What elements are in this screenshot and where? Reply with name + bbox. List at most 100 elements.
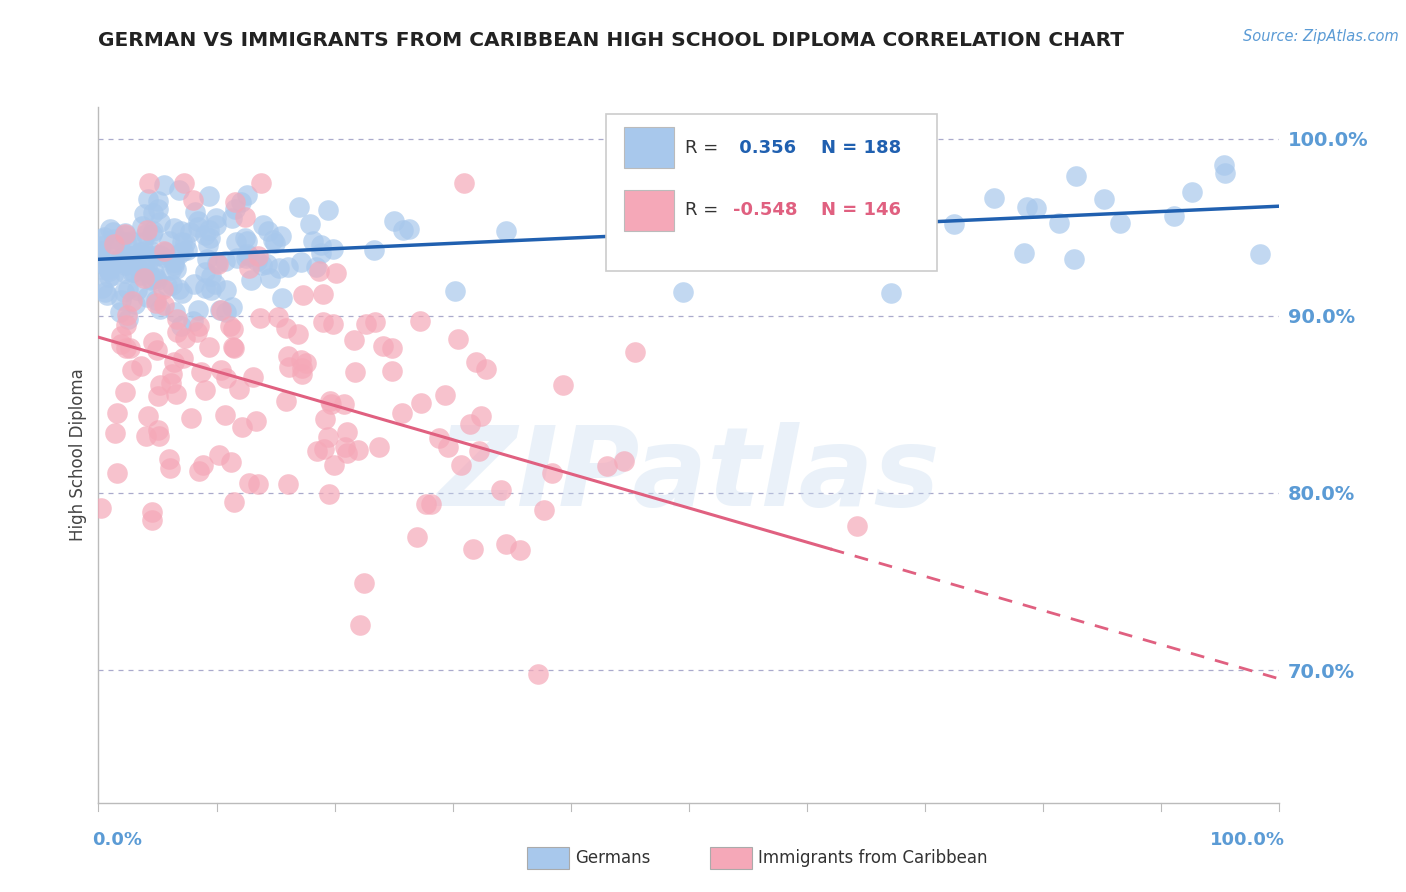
Point xyxy=(238,475,260,490)
Point xyxy=(845,519,868,533)
Point xyxy=(194,265,217,279)
Point xyxy=(277,349,299,363)
Point xyxy=(450,458,472,473)
Point xyxy=(433,388,456,402)
Point xyxy=(336,446,359,460)
Point xyxy=(495,537,517,551)
Point xyxy=(166,326,188,340)
Point xyxy=(1181,185,1204,199)
Point xyxy=(187,302,209,317)
Point xyxy=(157,234,180,248)
Point xyxy=(208,302,231,317)
Point xyxy=(179,225,201,239)
Point xyxy=(139,273,162,287)
Point xyxy=(295,356,318,370)
Point xyxy=(367,440,389,454)
Point xyxy=(267,310,290,325)
Point xyxy=(131,219,153,233)
Point xyxy=(134,265,156,279)
Point xyxy=(143,265,166,279)
Point xyxy=(437,441,460,455)
Point xyxy=(180,411,202,425)
Point xyxy=(475,361,498,376)
Point xyxy=(108,252,131,266)
Point xyxy=(152,250,174,264)
Point xyxy=(197,222,219,236)
Point xyxy=(1025,201,1047,215)
Point xyxy=(114,227,136,242)
Point xyxy=(470,409,492,423)
Point xyxy=(181,314,204,328)
Point xyxy=(224,195,246,210)
Point xyxy=(160,376,183,390)
Point xyxy=(194,383,217,397)
Point xyxy=(242,370,264,384)
Point xyxy=(238,249,260,263)
Point xyxy=(1066,169,1088,183)
Point xyxy=(250,176,273,190)
Point xyxy=(114,385,136,400)
Point xyxy=(458,417,481,431)
Point xyxy=(236,247,259,261)
Point xyxy=(110,337,132,351)
Point xyxy=(110,293,132,307)
Point xyxy=(527,667,550,681)
Point xyxy=(308,264,330,278)
Point xyxy=(381,342,404,356)
Point xyxy=(114,249,136,263)
Text: 0.356: 0.356 xyxy=(733,139,796,157)
Point xyxy=(174,235,197,250)
Point xyxy=(197,238,219,252)
Point xyxy=(129,359,152,373)
Point xyxy=(165,387,187,401)
Point xyxy=(291,361,314,376)
Point xyxy=(896,228,918,243)
Point xyxy=(270,291,292,305)
Point xyxy=(1213,158,1236,172)
Point xyxy=(270,228,292,243)
Text: R =: R = xyxy=(685,139,724,157)
Text: Source: ZipAtlas.com: Source: ZipAtlas.com xyxy=(1243,29,1399,44)
Point xyxy=(983,191,1005,205)
Point xyxy=(221,211,243,226)
Point xyxy=(93,230,115,244)
Point xyxy=(444,285,467,299)
Point xyxy=(744,177,766,191)
Point xyxy=(1014,246,1036,260)
Text: Immigrants from Caribbean: Immigrants from Caribbean xyxy=(758,849,987,867)
Point xyxy=(121,362,143,376)
Point xyxy=(98,264,121,278)
Point xyxy=(94,285,117,299)
Point xyxy=(305,443,328,458)
Point xyxy=(855,188,877,202)
Point xyxy=(222,322,245,336)
Point xyxy=(465,355,488,369)
Point xyxy=(114,266,136,280)
Text: Germans: Germans xyxy=(575,849,651,867)
Point xyxy=(648,215,671,229)
Point xyxy=(911,200,934,214)
Point xyxy=(145,293,167,307)
Point xyxy=(114,342,136,356)
Point xyxy=(267,260,290,275)
Point xyxy=(256,256,278,270)
Point xyxy=(209,302,232,317)
Point xyxy=(90,232,112,246)
Point xyxy=(146,389,169,403)
Point xyxy=(290,254,312,268)
Point xyxy=(118,341,141,355)
Point xyxy=(139,244,162,258)
Point xyxy=(1109,216,1132,230)
Point xyxy=(311,246,333,260)
Point xyxy=(89,244,111,258)
Point xyxy=(541,466,564,480)
Point xyxy=(264,236,287,251)
Point xyxy=(214,254,236,268)
Point xyxy=(169,282,191,296)
Point xyxy=(738,190,761,204)
Point xyxy=(101,225,124,239)
Point xyxy=(166,311,188,326)
Point xyxy=(447,332,470,346)
Point xyxy=(623,344,645,359)
Point xyxy=(121,294,143,309)
